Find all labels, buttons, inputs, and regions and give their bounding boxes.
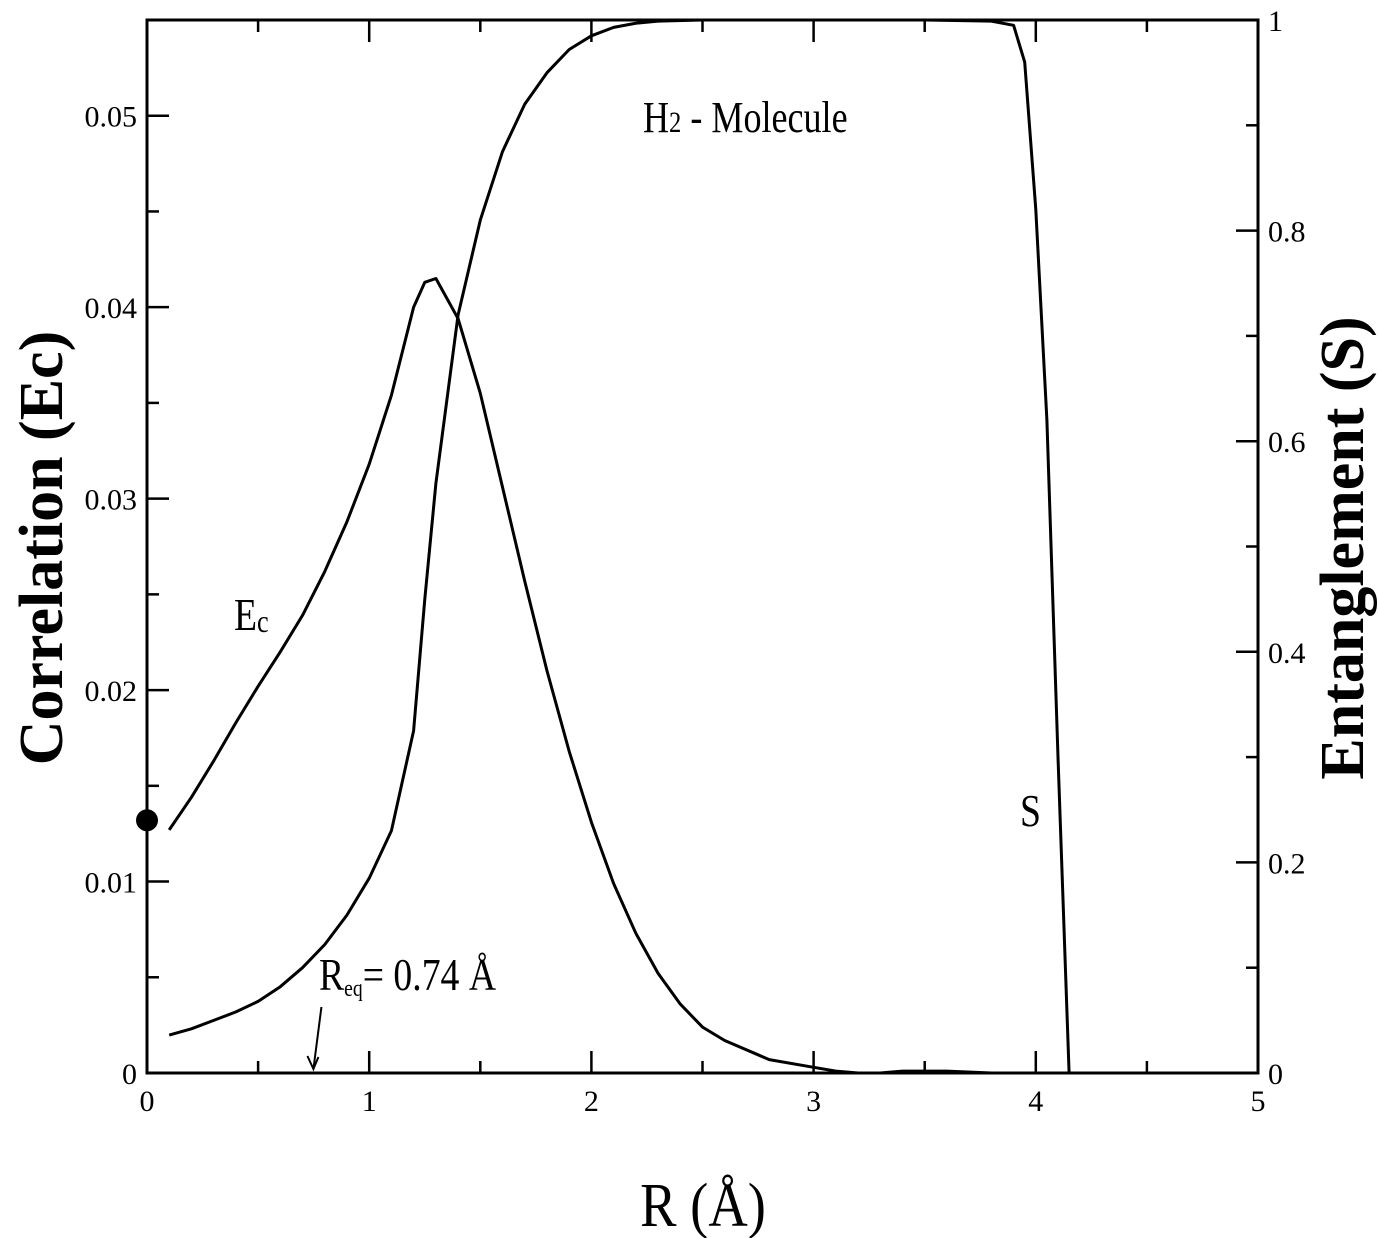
y-right-tick-label: 0.6 bbox=[1268, 426, 1306, 459]
series-layer bbox=[167, 18, 1071, 1075]
data-marker-dot bbox=[136, 809, 158, 832]
x-tick-label: 4 bbox=[1028, 1085, 1043, 1118]
y-right-tick-label: 1 bbox=[1268, 5, 1283, 38]
x-tick-label: 2 bbox=[584, 1085, 599, 1118]
y-left-tick-label: 0.02 bbox=[85, 675, 138, 708]
x-tick-label: 0 bbox=[140, 1085, 155, 1118]
plot-frame bbox=[145, 18, 1260, 1075]
y-right-tick-label: 0.4 bbox=[1268, 637, 1306, 670]
axis-ticks bbox=[145, 18, 1260, 1075]
x-tick-label: 1 bbox=[362, 1085, 377, 1118]
series-line-ec bbox=[167, 277, 1058, 1075]
y-axis-right-label: Entanglement (S) bbox=[1309, 316, 1377, 779]
y-left-tick-label: 0.05 bbox=[85, 101, 138, 134]
y-axis-left-label: Correlation (Ec) bbox=[8, 331, 76, 765]
y-right-tick-label: 0.2 bbox=[1268, 847, 1306, 880]
y-right-tick-label: 0.8 bbox=[1268, 216, 1306, 249]
chart-title: H2 - Molecule bbox=[643, 93, 848, 142]
x-tick-label: 5 bbox=[1251, 1085, 1266, 1118]
req-arrow bbox=[306, 1006, 323, 1072]
x-tick-label: 3 bbox=[806, 1085, 821, 1118]
annotation-ec-label: Ec bbox=[234, 591, 269, 641]
y-left-tick-label: 0 bbox=[122, 1058, 137, 1091]
x-axis-label: R (Å) bbox=[640, 1171, 766, 1238]
y-right-tick-label: 0 bbox=[1268, 1058, 1283, 1091]
req-arrow-shaft bbox=[312, 1006, 323, 1070]
annotation-s-label: S bbox=[1020, 787, 1041, 837]
y-left-tick-label: 0.01 bbox=[85, 867, 138, 900]
tick-labels: 0 1 2 3 4 500.010.020.030.040.0500.20.40.60.8… bbox=[85, 5, 1306, 1118]
req-arrow-head bbox=[306, 1055, 320, 1072]
annotation-req-label: Req= 0.74 Å bbox=[319, 951, 497, 1002]
series-line-s bbox=[168, 18, 1071, 1074]
y-left-tick-label: 0.03 bbox=[85, 484, 138, 517]
y-left-tick-label: 0.04 bbox=[85, 292, 138, 325]
